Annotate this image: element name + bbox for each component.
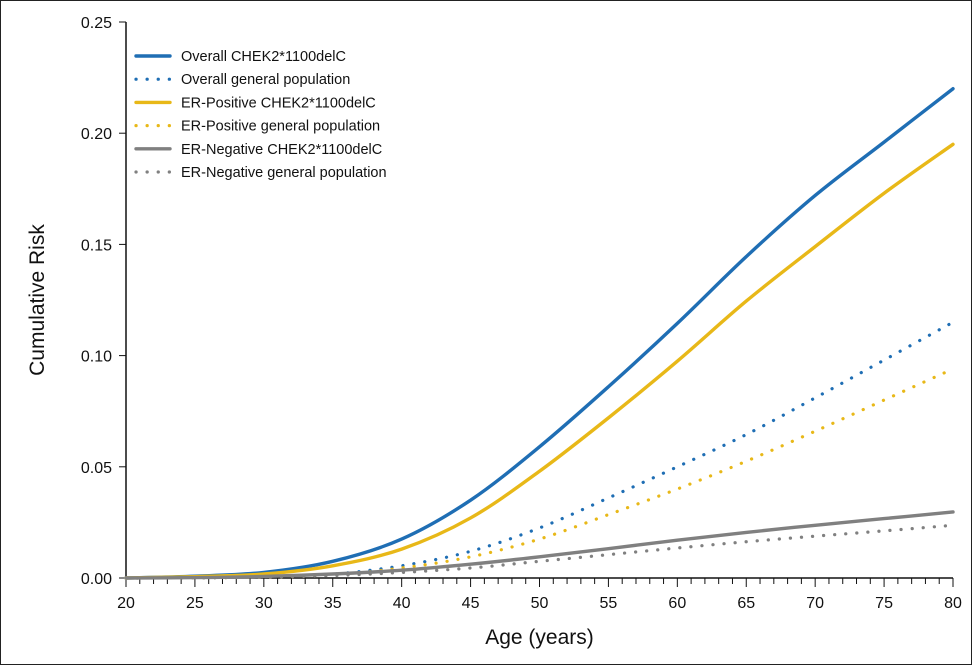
legend-label-2: Overall general population — [181, 72, 350, 88]
y-tick-label: 0.10 — [81, 349, 112, 366]
y-tick-label: 0.25 — [81, 15, 112, 32]
legend-label-4: ER-Positive general population — [181, 119, 380, 135]
x-tick-label: 35 — [324, 595, 342, 612]
series-line-6 — [124, 523, 955, 580]
x-tick-label: 30 — [255, 595, 273, 612]
x-tick-label: 20 — [117, 595, 135, 612]
y-tick-label: 0.15 — [81, 237, 112, 254]
legend-label-1: Overall CHEK2*1100delC — [181, 49, 346, 65]
x-tick-label: 75 — [875, 595, 893, 612]
series-line-1 — [124, 87, 955, 580]
x-tick-label: 70 — [806, 595, 824, 612]
y-tick-label: 0.20 — [81, 126, 112, 143]
series-line-3 — [124, 142, 955, 580]
legend-label-5: ER-Negative CHEK2*1100delC — [181, 142, 382, 158]
legend-label-3: ER-Positive CHEK2*1100delC — [181, 95, 376, 111]
x-tick-label: 80 — [944, 595, 962, 612]
y-axis-title: Cumulative Risk — [26, 224, 49, 376]
x-tick-label: 60 — [668, 595, 686, 612]
series-line-2 — [124, 320, 955, 580]
x-tick-label: 55 — [600, 595, 618, 612]
legend: Overall CHEK2*1100delC Overall general po… — [134, 49, 387, 181]
x-tick-label: 45 — [462, 595, 480, 612]
y-tick-label: 0.05 — [81, 460, 112, 477]
y-tick-label: 0.00 — [81, 571, 112, 588]
series-line-5 — [124, 510, 955, 580]
x-tick-label: 25 — [186, 595, 204, 612]
x-tick-label: 65 — [737, 595, 755, 612]
legend-label-6: ER-Negative general population — [181, 165, 387, 181]
series-line-4 — [124, 367, 955, 580]
x-tick-label: 40 — [393, 595, 411, 612]
series-layer — [124, 87, 955, 580]
x-tick-label: 50 — [531, 595, 549, 612]
x-axis-title: Age (years) — [485, 626, 594, 649]
